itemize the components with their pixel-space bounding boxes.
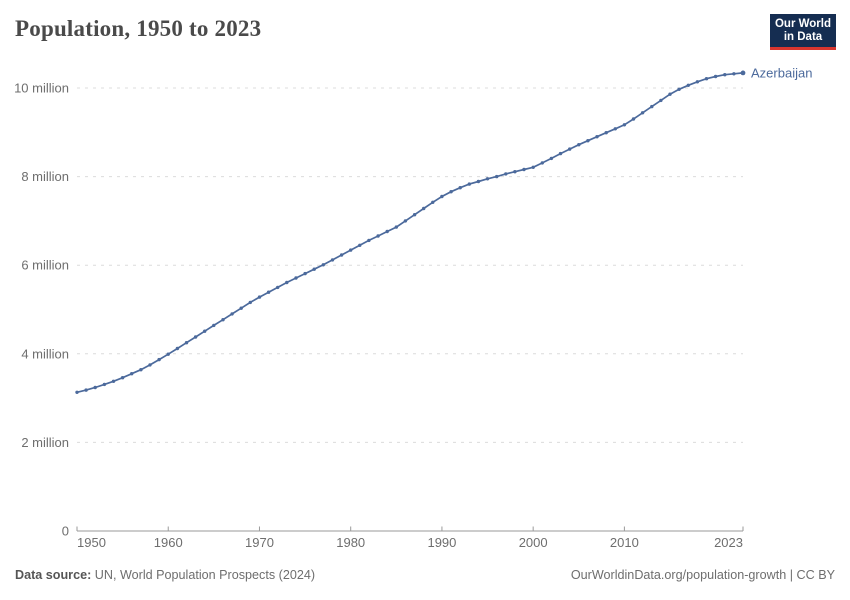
data-source-text: UN, World Population Prospects (2024) xyxy=(91,568,316,582)
x-tick-label: 1980 xyxy=(336,535,365,550)
y-gridlines xyxy=(77,87,743,443)
data-source-label: Data source: xyxy=(15,568,92,582)
chart-title: Population, 1950 to 2023 xyxy=(15,16,262,41)
x-tick-label: 2010 xyxy=(610,535,639,550)
y-tick-label: 6 million xyxy=(21,258,69,273)
y-axis-labels: 0 2 million 4 million 6 million 8 million 10 … xyxy=(14,81,69,539)
owid-logo-text-line2: in Data xyxy=(783,30,823,43)
entity-label-azerbaijan[interactable]: Azerbaijan xyxy=(751,65,812,80)
owid-url-license-link[interactable]: OurWorldinData.org/population-growth | C… xyxy=(570,568,835,582)
x-tick-label: 2023 xyxy=(714,535,743,550)
y-tick-label: 8 million xyxy=(21,169,69,184)
y-tick-label: 10 million xyxy=(14,81,69,96)
population-series-line[interactable] xyxy=(76,72,744,394)
owid-logo-text-line1: Our World xyxy=(774,17,831,30)
population-series-points xyxy=(75,70,746,394)
data-source-note: Data source: UN, World Population Prospe… xyxy=(15,568,315,582)
y-tick-label: 4 million xyxy=(21,346,69,361)
x-tick-label: 1950 xyxy=(77,535,106,550)
owid-logo[interactable]: Our World in Data xyxy=(770,14,836,50)
y-tick-label: 0 xyxy=(62,524,69,539)
x-axis: 1950 1960 1970 1980 1990 2000 2010 2023 xyxy=(76,526,744,550)
y-tick-label: 2 million xyxy=(21,435,69,450)
x-tick-label: 2000 xyxy=(519,535,548,550)
chart-footer: Data source: UN, World Population Prospe… xyxy=(15,568,835,582)
x-tick-label: 1960 xyxy=(154,535,183,550)
x-tick-label: 1990 xyxy=(427,535,456,550)
x-tick-label: 1970 xyxy=(245,535,274,550)
